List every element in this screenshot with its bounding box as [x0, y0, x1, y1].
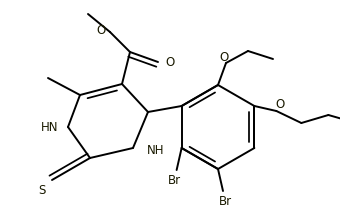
Text: S: S	[39, 183, 46, 196]
Text: O: O	[276, 97, 285, 110]
Text: O: O	[219, 51, 228, 64]
Text: Br: Br	[168, 174, 181, 187]
Text: O: O	[165, 55, 174, 68]
Text: NH: NH	[147, 143, 165, 156]
Text: O: O	[97, 24, 106, 37]
Text: HN: HN	[40, 121, 58, 134]
Text: Br: Br	[218, 194, 232, 207]
